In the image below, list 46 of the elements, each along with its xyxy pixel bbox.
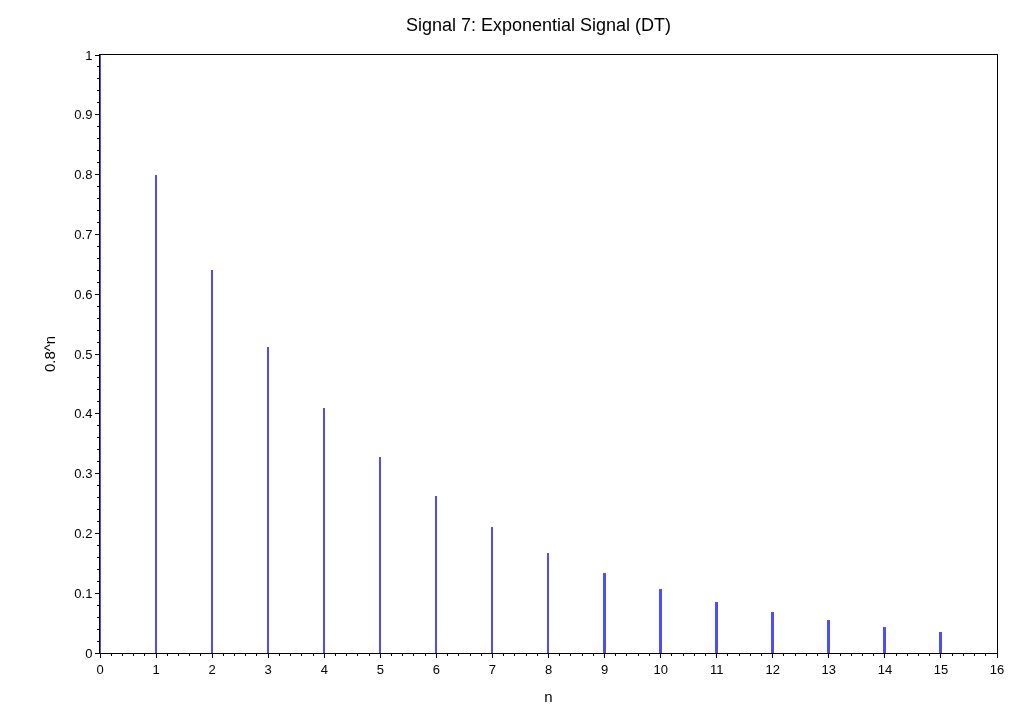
bar (435, 496, 437, 653)
x-tick-label: 1 (152, 661, 160, 677)
x-tick-label: 11 (709, 661, 724, 677)
x-tick-label: 4 (320, 661, 328, 677)
bar (603, 573, 606, 653)
y-tick-label: 0 (85, 645, 93, 661)
x-tick-label: 8 (544, 661, 553, 677)
x-tick-label: 5 (376, 661, 384, 677)
x-tick-label: 16 (989, 661, 1005, 677)
x-tick-label: 12 (765, 661, 780, 677)
x-tick-label: 9 (600, 661, 609, 677)
x-tick-label: 6 (432, 661, 440, 677)
bar (547, 553, 549, 653)
bar (715, 602, 718, 653)
y-axis-title: 0.8^n (40, 335, 58, 373)
bar (267, 347, 269, 653)
y-tick-label: 0.1 (74, 585, 93, 601)
y-tick-label: 0.7 (74, 226, 93, 242)
x-tick-label: 10 (653, 661, 668, 677)
x-tick-label: 2 (208, 661, 216, 677)
x-axis-title: n (544, 687, 553, 705)
bar (659, 589, 662, 653)
x-tick-label: 3 (264, 661, 272, 677)
chart-title: Signal 7: Exponential Signal (DT) (405, 14, 672, 35)
x-tick-label: 15 (933, 661, 949, 677)
bar (155, 175, 157, 653)
bar (883, 627, 886, 653)
bar (323, 408, 325, 653)
y-tick-label: 0.3 (74, 466, 93, 482)
y-tick-label: 0.4 (74, 406, 93, 422)
bar (939, 632, 942, 653)
x-tick-label: 7 (488, 661, 497, 677)
y-tick-label: 0.8 (74, 167, 93, 183)
bar (827, 620, 830, 653)
y-tick-label: 0.9 (74, 107, 93, 123)
y-tick-label: 0.5 (74, 346, 93, 362)
x-tick-label: 13 (821, 661, 837, 677)
y-tick-label: 0.2 (74, 525, 93, 541)
x-tick-label: 0 (96, 661, 104, 677)
bar (771, 612, 774, 653)
bar (379, 457, 381, 653)
x-tick-label: 14 (877, 661, 893, 677)
y-tick-label: 1 (85, 47, 93, 63)
y-tick-label: 0.6 (74, 286, 93, 302)
bar (491, 527, 493, 653)
bar (211, 270, 213, 653)
